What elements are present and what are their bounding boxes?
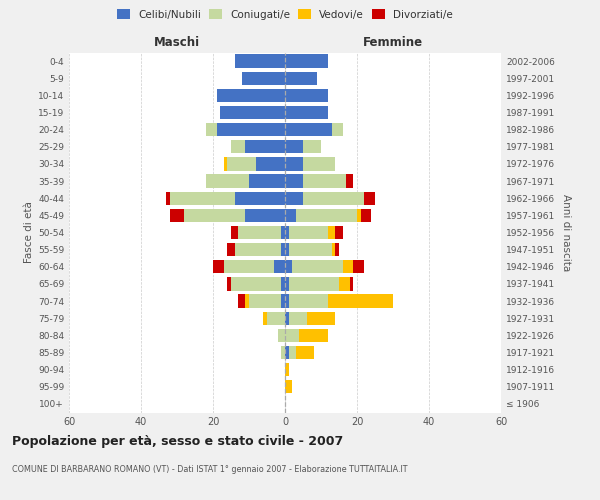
Bar [249,294,281,308]
Bar [231,140,245,153]
Bar [285,243,289,256]
Bar [213,260,224,274]
Bar [224,260,274,274]
Bar [235,54,285,68]
Bar [227,277,231,290]
Bar [364,192,375,205]
Bar [227,157,256,170]
Bar [332,123,343,136]
Bar [217,88,285,102]
Bar [346,174,353,188]
Bar [299,328,328,342]
Bar [285,277,289,290]
Bar [285,72,317,85]
Bar [328,226,335,239]
Bar [184,208,245,222]
Bar [285,226,289,239]
Bar [296,208,357,222]
Bar [170,208,184,222]
Bar [206,123,217,136]
Bar [343,260,353,274]
Text: COMUNE DI BARBARANO ROMANO (VT) - Dati ISTAT 1° gennaio 2007 - Elaborazione TUTT: COMUNE DI BARBARANO ROMANO (VT) - Dati I… [12,465,407,474]
Bar [285,328,299,342]
Bar [245,294,249,308]
Bar [278,328,285,342]
Bar [242,72,285,85]
Bar [361,208,371,222]
Text: Popolazione per età, sesso e stato civile - 2007: Popolazione per età, sesso e stato civil… [12,435,343,448]
Bar [285,208,296,222]
Bar [281,226,285,239]
Bar [281,277,285,290]
Bar [307,312,335,325]
Bar [289,277,339,290]
Bar [332,243,335,256]
Bar [285,363,289,376]
Bar [267,312,285,325]
Bar [289,346,296,359]
Bar [281,243,285,256]
Bar [170,192,235,205]
Bar [285,123,332,136]
Bar [289,312,307,325]
Bar [289,294,328,308]
Bar [235,192,285,205]
Bar [238,294,245,308]
Bar [285,106,328,119]
Bar [281,294,285,308]
Legend: Celibi/Nubili, Coniugati/e, Vedovi/e, Divorziati/e: Celibi/Nubili, Coniugati/e, Vedovi/e, Di… [113,5,457,24]
Bar [245,208,285,222]
Bar [206,174,249,188]
Bar [335,226,343,239]
Bar [285,54,328,68]
Bar [303,174,346,188]
Y-axis label: Anni di nascita: Anni di nascita [560,194,571,271]
Bar [285,260,292,274]
Bar [224,157,227,170]
Bar [263,312,267,325]
Bar [285,380,292,394]
Bar [256,157,285,170]
Bar [285,140,303,153]
Bar [296,346,314,359]
Bar [285,294,289,308]
Bar [350,277,353,290]
Bar [220,106,285,119]
Bar [335,243,339,256]
Bar [303,192,364,205]
Bar [227,243,235,256]
Bar [231,226,238,239]
Bar [285,88,328,102]
Bar [274,260,285,274]
Bar [235,243,281,256]
Bar [281,346,285,359]
Bar [285,192,303,205]
Bar [285,157,303,170]
Text: Femmine: Femmine [363,36,423,49]
Bar [285,174,303,188]
Bar [292,260,343,274]
Bar [238,226,281,239]
Bar [289,226,328,239]
Y-axis label: Fasce di età: Fasce di età [24,202,34,264]
Bar [303,140,321,153]
Bar [249,174,285,188]
Bar [166,192,170,205]
Bar [303,157,335,170]
Bar [357,208,361,222]
Bar [353,260,364,274]
Bar [289,243,332,256]
Bar [231,277,281,290]
Bar [339,277,350,290]
Text: Maschi: Maschi [154,36,200,49]
Bar [217,123,285,136]
Bar [245,140,285,153]
Bar [328,294,393,308]
Bar [285,346,289,359]
Bar [285,312,289,325]
